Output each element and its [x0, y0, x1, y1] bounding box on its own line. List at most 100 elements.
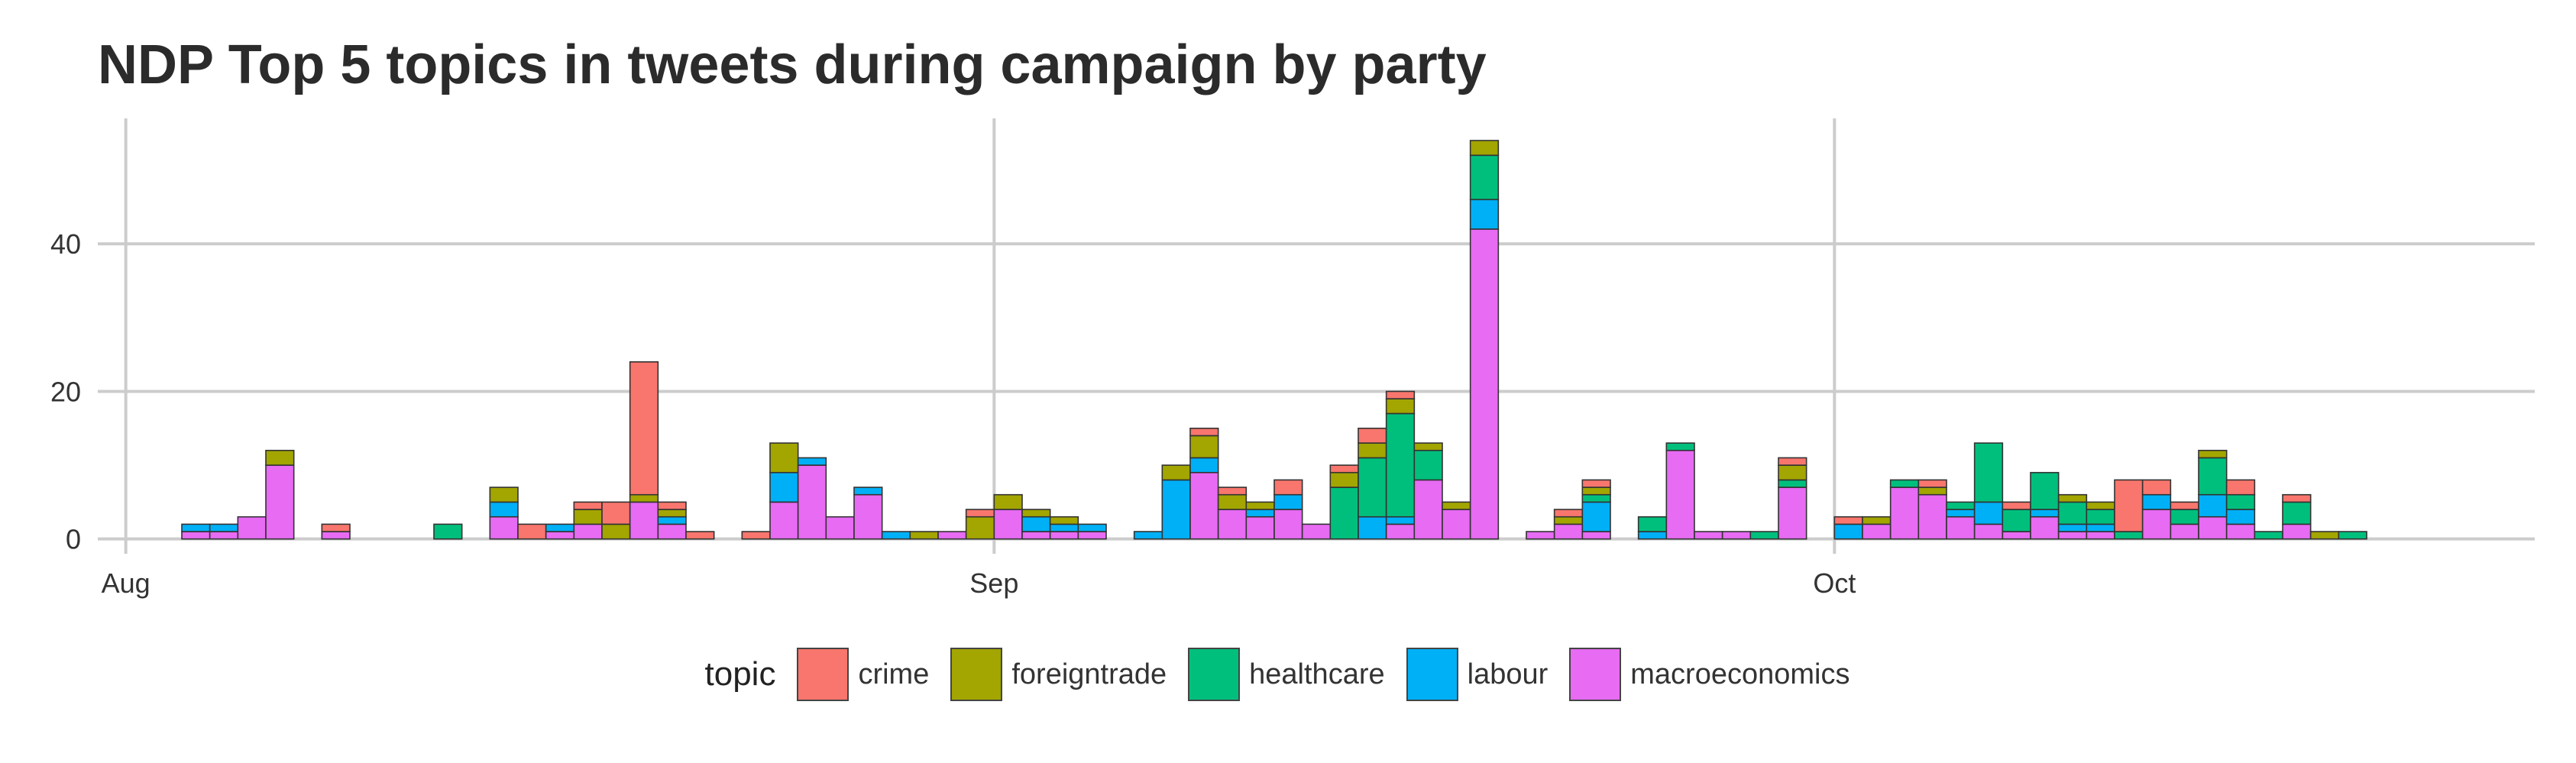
bar-2015-10-01-labour — [1833, 523, 1863, 540]
bar-2015-09-15-crime — [1385, 390, 1416, 399]
bar-2015-09-18-macroeconomics — [1469, 228, 1500, 540]
bar-2015-09-14-labour — [1358, 516, 1387, 540]
bar-2015-09-02-macroeconomics — [1021, 531, 1051, 540]
bar-2015-09-04-labour — [1077, 523, 1107, 532]
legend-key-macroeconomics — [1569, 648, 1622, 701]
bar-2015-08-27-labour — [853, 487, 883, 496]
bar-2015-08-20-macroeconomics — [657, 523, 687, 540]
legend-key-labour — [1406, 648, 1458, 701]
bar-2015-09-11-crime — [1273, 479, 1303, 496]
bar-2015-10-03-macroeconomics — [1889, 487, 1920, 540]
bar-2015-09-22-labour — [1581, 501, 1611, 532]
bar-2015-10-18-foreigntrade — [2309, 531, 2340, 540]
bar-2015-09-15-macroeconomics — [1385, 523, 1416, 540]
bar-2015-09-08-labour — [1189, 457, 1219, 474]
bar-2015-09-14-crime — [1358, 427, 1387, 444]
bar-2015-08-14-foreigntrade — [489, 487, 519, 503]
bar-2015-09-04-macroeconomics — [1077, 531, 1107, 540]
bar-2015-09-16-macroeconomics — [1413, 479, 1443, 540]
bar-2015-10-17-healthcare — [2282, 501, 2312, 525]
bar-2015-10-06-healthcare — [1973, 442, 2004, 503]
bar-2015-09-01-macroeconomics — [993, 509, 1023, 540]
bar-2015-09-29-foreigntrade — [1778, 464, 1807, 481]
bar-2015-09-15-healthcare — [1385, 412, 1416, 518]
bar-2015-08-03-macroeconomics — [181, 531, 211, 540]
bar-2015-08-25-macroeconomics — [797, 464, 827, 540]
bar-2015-08-25-labour — [797, 457, 827, 466]
bar-2015-08-17-macroeconomics — [573, 523, 603, 540]
bar-2015-08-24-labour — [769, 471, 799, 503]
bar-2015-09-10-labour — [1245, 509, 1275, 518]
bar-2015-09-17-macroeconomics — [1442, 509, 1471, 540]
bar-2015-10-17-macroeconomics — [2282, 523, 2312, 540]
bar-2015-09-03-labour — [1049, 523, 1079, 532]
bar-2015-10-04-crime — [1917, 479, 1947, 488]
bar-2015-09-14-healthcare — [1358, 457, 1387, 518]
bar-2015-10-06-macroeconomics — [1973, 523, 2004, 540]
bar-2015-09-09-crime — [1217, 487, 1248, 496]
bar-2015-10-05-macroeconomics — [1946, 516, 1976, 540]
bar-2015-10-14-healthcare — [2198, 457, 2228, 496]
legend-label-macroeconomics: macroeconomics — [1630, 658, 1850, 690]
legend-label-healthcare: healthcare — [1249, 658, 1385, 690]
bar-2015-08-04-macroeconomics — [209, 531, 239, 540]
bar-2015-09-21-foreigntrade — [1553, 516, 1584, 525]
bar-2015-09-13-foreigntrade — [1329, 471, 1359, 488]
bar-2015-09-07-labour — [1161, 479, 1191, 540]
legend-item-labour: labour — [1406, 648, 1548, 701]
bar-2015-09-25-macroeconomics — [1665, 449, 1695, 540]
bar-2015-08-30-macroeconomics — [937, 531, 967, 540]
bars-layer — [181, 140, 2367, 540]
bar-2015-10-13-macroeconomics — [2170, 523, 2199, 540]
bar-2015-08-17-crime — [573, 501, 603, 510]
bar-2015-10-15-healthcare — [2225, 493, 2256, 510]
chart-plot: 0 20 40 Aug Sep Oct — [50, 118, 2535, 599]
legend: topic crime foreigntrade healthcare labour m… — [0, 640, 2576, 709]
bar-2015-09-02-labour — [1021, 516, 1051, 532]
bar-2015-08-04-labour — [209, 523, 239, 532]
legend-item-macroeconomics: macroeconomics — [1569, 648, 1849, 701]
bar-2015-09-28-healthcare — [1749, 531, 1779, 540]
chart-title: NDP Top 5 topics in tweets during campai… — [98, 34, 1487, 95]
bar-2015-10-09-labour — [2057, 523, 2088, 532]
bar-2015-10-15-crime — [2225, 479, 2256, 496]
bar-2015-10-12-labour — [2141, 493, 2172, 510]
bar-2015-09-06-labour — [1133, 531, 1163, 540]
bar-2015-09-22-macroeconomics — [1581, 531, 1611, 540]
bar-2015-09-29-macroeconomics — [1778, 487, 1807, 540]
bar-2015-09-01-foreigntrade — [993, 493, 1023, 510]
bar-2015-09-24-labour — [1637, 531, 1668, 540]
bar-2015-10-09-macroeconomics — [2057, 531, 2088, 540]
bar-2015-09-10-foreigntrade — [1245, 501, 1275, 510]
bar-2015-08-19-foreigntrade — [629, 493, 659, 503]
bar-2015-09-21-crime — [1553, 509, 1584, 518]
bar-2015-10-05-healthcare — [1946, 501, 1976, 510]
y-axis: 0 20 40 — [50, 228, 81, 554]
legend-item-healthcare: healthcare — [1188, 648, 1385, 701]
bar-2015-10-09-foreigntrade — [2057, 493, 2088, 503]
bar-2015-10-14-foreigntrade — [2198, 449, 2228, 459]
bar-2015-08-26-macroeconomics — [825, 516, 855, 540]
bar-2015-09-29-crime — [1778, 457, 1807, 466]
bar-2015-10-19-healthcare — [2338, 531, 2367, 540]
bar-2015-10-17-crime — [2282, 493, 2312, 503]
bar-2015-10-15-macroeconomics — [2225, 523, 2256, 540]
legend-item-crime: crime — [797, 648, 929, 701]
bar-2015-10-06-labour — [1973, 501, 2004, 525]
bar-2015-10-15-labour — [2225, 509, 2256, 525]
bar-2015-09-15-labour — [1385, 516, 1416, 525]
x-tick-label-oct: Oct — [1813, 567, 1856, 599]
bar-2015-08-08-crime — [321, 523, 351, 532]
bar-2015-08-15-crime — [517, 523, 547, 540]
bar-2015-08-24-foreigntrade — [769, 442, 799, 474]
bar-2015-08-23-crime — [741, 531, 771, 540]
legend-item-foreigntrade: foreigntrade — [950, 648, 1167, 701]
bar-2015-09-08-foreigntrade — [1189, 435, 1219, 459]
bar-2015-09-14-foreigntrade — [1358, 442, 1387, 459]
legend-title: topic — [704, 655, 776, 693]
bar-2015-10-02-foreigntrade — [1862, 516, 1892, 525]
legend-label-crime: crime — [858, 658, 930, 690]
bar-2015-09-27-macroeconomics — [1721, 531, 1752, 540]
bar-2015-08-24-macroeconomics — [769, 501, 799, 540]
bar-2015-10-09-healthcare — [2057, 501, 2088, 525]
